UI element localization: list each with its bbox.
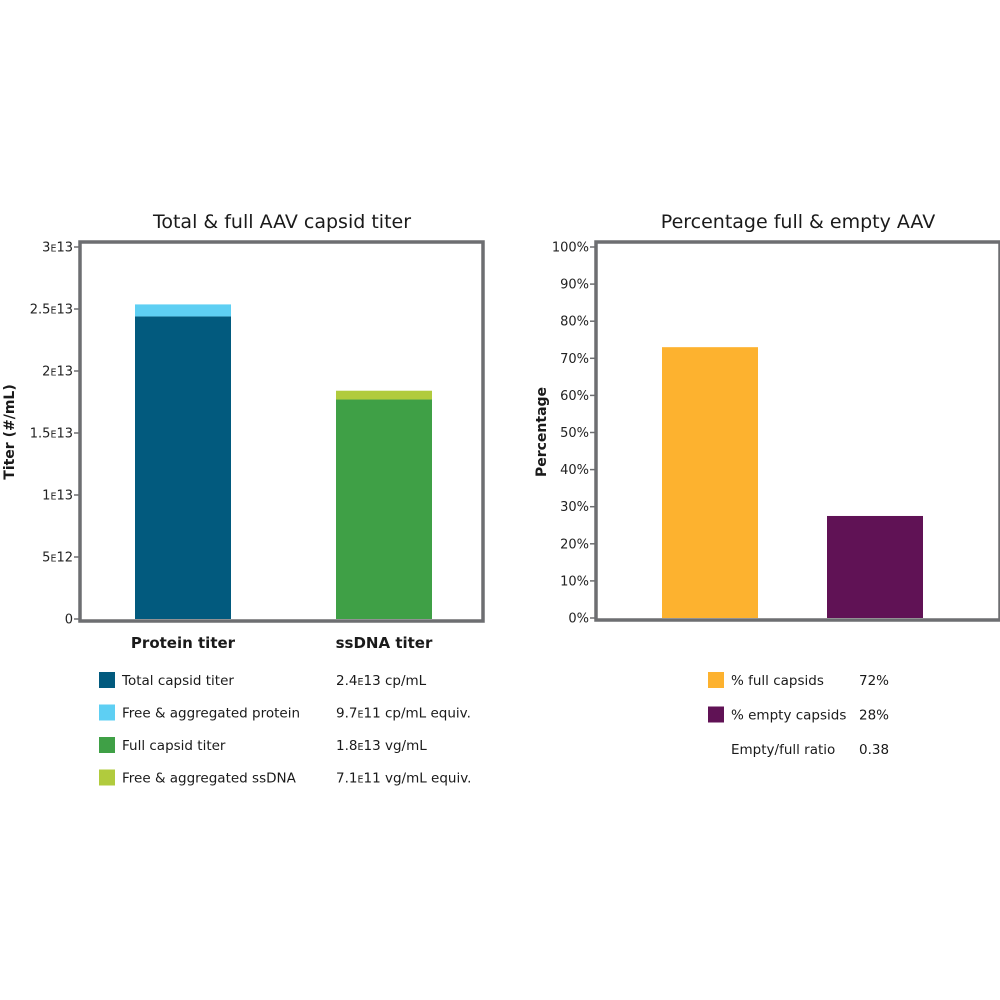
chart-1-y-tick-label: 80%	[560, 315, 589, 330]
chart-1-y-tick-label: 30%	[560, 500, 589, 515]
bar-free-aggregated-protein	[135, 304, 231, 317]
chart-1-title: Percentage full & empty AAV	[661, 211, 935, 233]
bar-free-aggregated-ssdna	[336, 390, 432, 400]
legend-ratio-value: 0.38	[859, 742, 889, 758]
chart-0-y-tick-label: 5E12	[42, 551, 73, 566]
bar-total-capsid-titer	[135, 316, 231, 619]
chart-0-x-category-label: Protein titer	[131, 634, 236, 652]
chart-0-plot-frame	[78, 240, 485, 623]
legend-label: % empty capsids	[731, 708, 846, 724]
chart-0-y-tick-label: 0	[65, 613, 73, 628]
chart-0-y-tick-label: 2E13	[42, 365, 73, 380]
legend-label: Full capsid titer	[122, 738, 226, 754]
legend-swatch	[99, 704, 115, 721]
chart-0-y-tick-label: 1.5E13	[30, 427, 73, 442]
chart-1-y-axis-label: Percentage	[534, 387, 550, 477]
chart-1-y-tick-label: 20%	[560, 537, 589, 552]
legend-swatch	[708, 672, 724, 688]
bar--full-capsids	[662, 347, 758, 618]
chart-1-y-tick-label: 100%	[552, 241, 589, 256]
chart-1-y-tick-label: 10%	[560, 574, 589, 589]
legend-swatch	[99, 769, 115, 786]
legend-value: 1.8E13 vg/mL	[336, 738, 427, 754]
legend-swatch	[99, 672, 115, 688]
legend-swatch	[99, 737, 115, 753]
legend-label: % full capsids	[731, 673, 824, 689]
legend-label: Free & aggregated protein	[122, 706, 300, 722]
chart-0-x-category-label: ssDNA titer	[336, 634, 433, 652]
legend-ratio-label: Empty/full ratio	[731, 742, 835, 758]
legend-value: 28%	[859, 708, 889, 724]
bar--empty-capsids	[827, 515, 923, 618]
chart-1-plot-frame	[594, 240, 1000, 622]
bar-full-capsid-titer	[336, 399, 432, 619]
chart-1-y-tick-label: 60%	[560, 389, 589, 404]
legend-value: 7.1E11 vg/mL equiv.	[336, 771, 471, 787]
legend-value: 9.7E11 cp/mL equiv.	[336, 706, 471, 722]
legend-label: Free & aggregated ssDNA	[122, 771, 297, 787]
chart-0-y-tick-label: 2.5E13	[30, 303, 73, 318]
chart-0-y-tick-label: 1E13	[42, 489, 73, 504]
chart-0-y-tick-label: 3E13	[42, 241, 73, 256]
chart-0-y-axis-label: Titer (#/mL)	[2, 384, 18, 479]
chart-0-title: Total & full AAV capsid titer	[152, 211, 411, 233]
chart-1-y-tick-label: 70%	[560, 352, 589, 367]
chart-1-y-tick-label: 50%	[560, 426, 589, 441]
chart-1-y-tick-label: 0%	[568, 612, 589, 627]
chart-1-y-tick-label: 40%	[560, 463, 589, 478]
legend-swatch	[708, 706, 724, 723]
chart-1-y-tick-label: 90%	[560, 278, 589, 293]
legend-label: Total capsid titer	[121, 673, 234, 689]
legend-value: 72%	[859, 673, 889, 689]
legend-value: 2.4E13 cp/mL	[336, 673, 427, 689]
